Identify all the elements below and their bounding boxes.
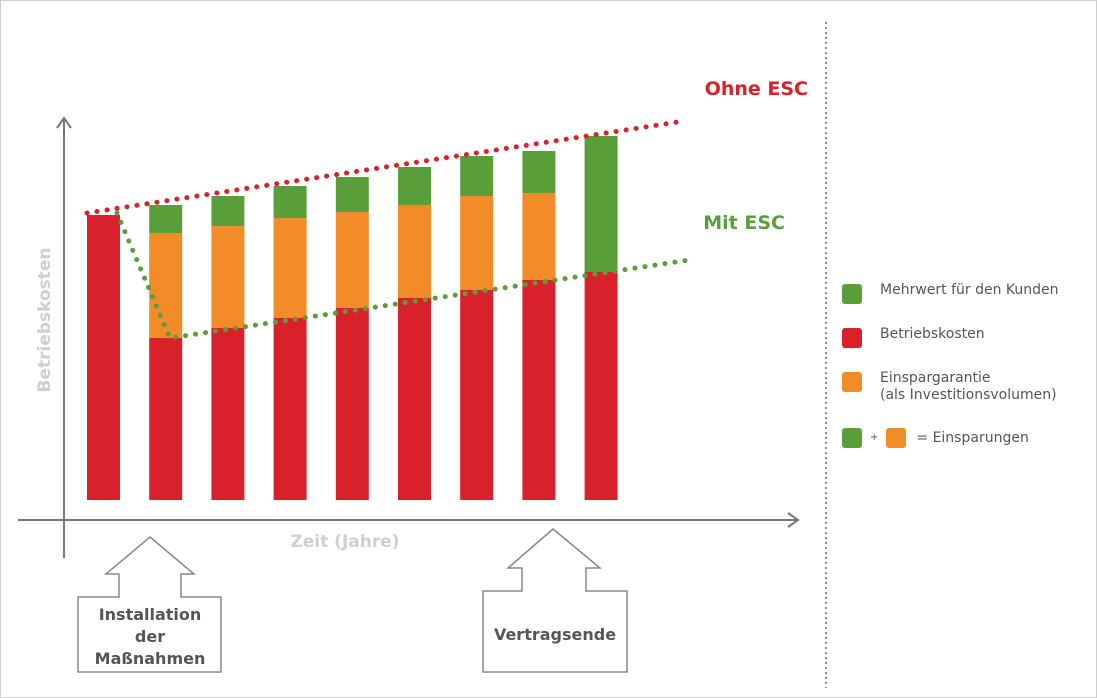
legend-item: Mehrwert für den Kunden <box>842 282 1092 304</box>
x-axis-label: Zeit (Jahre) <box>290 532 399 552</box>
up-arrow-shape <box>77 536 222 673</box>
legend-swatch <box>842 328 862 348</box>
bar-segment-betriebskosten <box>335 308 369 500</box>
legend: Mehrwert für den Kunden Betriebskosten E… <box>842 282 1092 472</box>
x-axis-arrow <box>787 512 800 528</box>
legend-swatch-green <box>842 428 862 448</box>
trend-lines <box>84 118 692 341</box>
bar-segment-betriebskosten <box>211 328 245 500</box>
bars <box>87 136 618 500</box>
line-ohne-esc <box>84 118 687 216</box>
legend-item: Betriebskosten <box>842 326 1092 348</box>
bar-segment-einspargarantie <box>522 193 556 280</box>
legend-sum-row: + = Einsparungen <box>842 426 1092 450</box>
line-label-ohne-esc: Ohne ESC <box>705 78 808 100</box>
annotation-installation: Installation der Maßnahmen <box>77 536 222 673</box>
line-mit-esc <box>114 210 692 341</box>
bar-segment-mehrwert <box>149 205 183 233</box>
bar-segment-einspargarantie <box>335 212 369 308</box>
bar-segment-mehrwert <box>460 156 494 196</box>
bar-segment-betriebskosten <box>149 338 183 500</box>
y-axis-arrow <box>56 116 72 129</box>
legend-item: Einspargarantie (als Investitionsvolumen… <box>842 370 1092 404</box>
sum-label: = Einsparungen <box>916 430 1029 446</box>
y-axis-label: Betriebskosten <box>35 247 55 392</box>
legend-label: Einspargarantie (als Investitionsvolumen… <box>880 370 1057 403</box>
bar-segment-betriebskosten <box>584 272 618 500</box>
bar-segment-mehrwert <box>273 186 307 218</box>
bar-segment-einspargarantie <box>149 233 183 338</box>
annotation-vertragsende: Vertragsende <box>482 528 628 673</box>
bar-segment-mehrwert <box>398 167 431 205</box>
bar-segment-einspargarantie <box>460 196 494 290</box>
bar-segment-einspargarantie <box>211 226 245 328</box>
bar-segment-betriebskosten <box>398 298 431 500</box>
up-arrow-shape <box>482 528 628 673</box>
legend-swatch-orange <box>886 428 907 448</box>
bar-segment-betriebskosten <box>522 280 556 500</box>
bar-segment-mehrwert <box>335 177 369 212</box>
plus-sign: + <box>870 432 879 443</box>
bar-segment-betriebskosten <box>460 290 494 500</box>
legend-label: Betriebskosten <box>880 326 985 342</box>
legend-swatch <box>842 372 862 392</box>
annotation-installation-text: Installation der Maßnahmen <box>95 605 206 668</box>
legend-label: Mehrwert für den Kunden <box>880 282 1059 298</box>
bar-segment-betriebskosten <box>273 318 307 500</box>
bar-segment-mehrwert <box>211 196 245 226</box>
bar-segment-mehrwert <box>584 136 618 272</box>
bar-segment-betriebskosten <box>87 215 120 500</box>
axes <box>18 116 800 558</box>
bar-segment-einspargarantie <box>398 205 431 298</box>
annotation-vertragsende-text: Vertragsende <box>494 625 616 644</box>
legend-swatch <box>842 284 862 304</box>
bar-segment-einspargarantie <box>273 218 307 318</box>
bar-segment-mehrwert <box>522 151 556 193</box>
line-label-mit-esc: Mit ESC <box>703 212 785 234</box>
